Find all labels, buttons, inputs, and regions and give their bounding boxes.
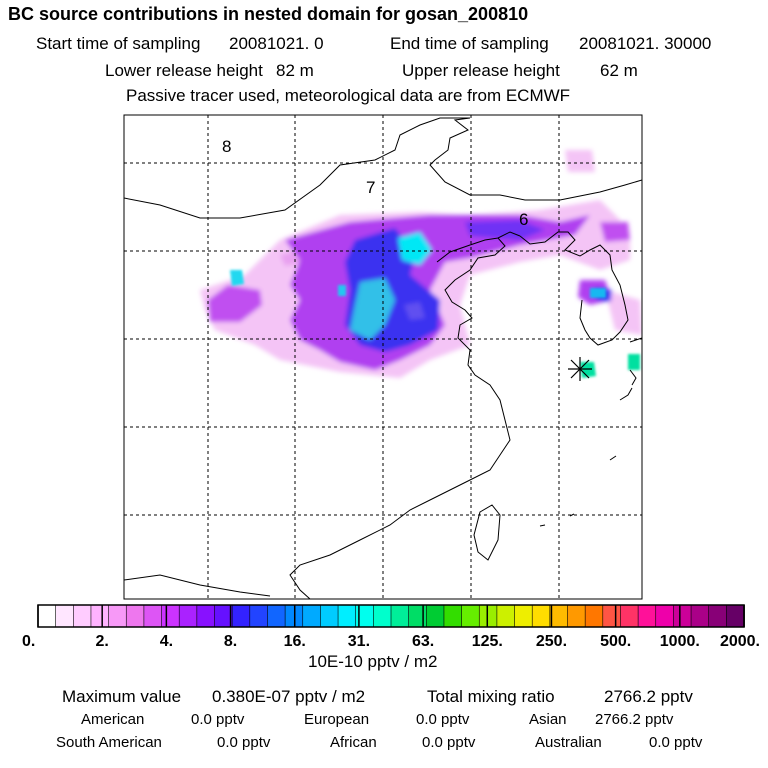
region-name: Australian [535, 734, 602, 751]
grid-label-8: 8 [222, 137, 231, 156]
map-frame [123, 114, 643, 600]
region-value: 0.0 pptv [649, 734, 703, 751]
lower-release-label: Lower release height [105, 61, 263, 80]
concentration-field [200, 150, 642, 378]
region-value: 0.0 pptv [191, 711, 245, 728]
region-name: European [304, 711, 370, 728]
max-value: 0.380E-07 pptv / m2 [212, 687, 366, 706]
lat-lon-grid [124, 115, 642, 599]
region-name: South American [56, 734, 162, 751]
region-name: American [81, 711, 145, 728]
map-panel: 8 7 6 [123, 114, 643, 600]
colorbar-unit-label: 10E-10 pptv / m2 [308, 652, 438, 671]
plot-title: BC source contributions in nested domain… [8, 4, 529, 24]
grid-label-6: 6 [519, 210, 528, 229]
hotspots [230, 270, 640, 378]
region-value: 0.0 pptv [422, 734, 476, 751]
start-time-label: Start time of sampling [36, 34, 201, 53]
region-value: 2766.2 pptv [595, 711, 674, 728]
region-value: 0.0 pptv [217, 734, 271, 751]
start-time-value: 20081021. 0 [229, 34, 324, 53]
end-time-value: 20081021. 30000 [579, 34, 712, 53]
region-name: African [330, 734, 377, 751]
region-name: Asian [529, 711, 567, 728]
total-mixing-label: Total mixing ratio [427, 687, 555, 706]
max-value-label: Maximum value [62, 687, 182, 706]
grid-label-7: 7 [366, 178, 375, 197]
star-marker [568, 357, 592, 381]
tracer-note: Passive tracer used, meteorological data… [126, 86, 571, 105]
upper-release-label: Upper release height [402, 61, 560, 80]
end-time-label: End time of sampling [390, 34, 549, 53]
lower-release-value: 82 m [276, 61, 314, 80]
upper-release-value: 62 m [600, 61, 638, 80]
total-mixing-value: 2766.2 pptv [604, 687, 693, 706]
region-value: 0.0 pptv [416, 711, 470, 728]
